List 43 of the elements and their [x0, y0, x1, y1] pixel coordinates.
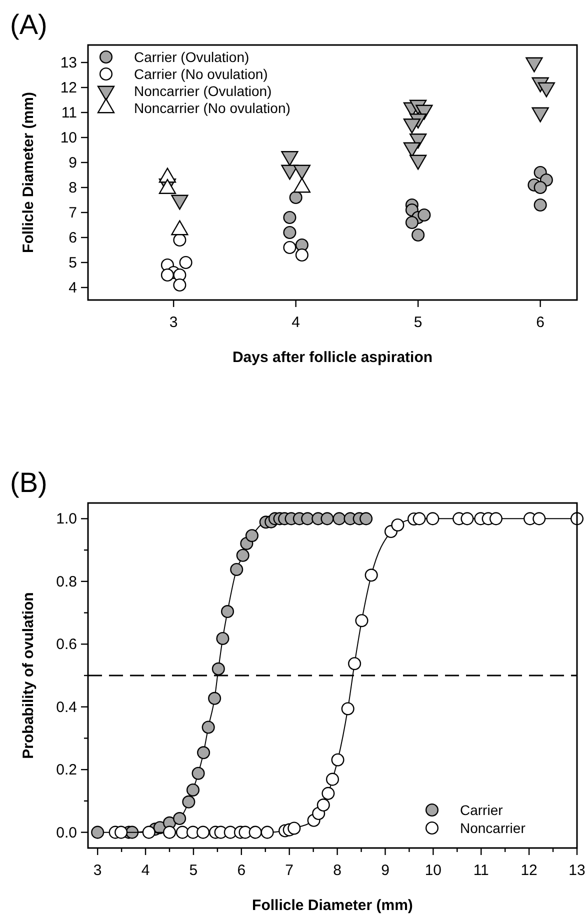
legend-label: Noncarrier (Ovulation) — [134, 83, 272, 99]
chart-title: (B) — [10, 467, 48, 498]
x-tick-label: 11 — [473, 862, 489, 879]
y-axis-title: Probability of ovulation — [20, 592, 37, 759]
x-tick-label: 3 — [169, 314, 178, 331]
legend-label: Carrier (No ovulation) — [134, 66, 268, 82]
y-tick-label: 0.0 — [56, 824, 77, 842]
x-tick-label: 5 — [414, 314, 422, 331]
y-tick-label: 12 — [60, 80, 77, 96]
y-tick-label: 0.4 — [56, 698, 77, 716]
y-tick-label: 0.2 — [56, 762, 77, 779]
legend-label: Carrier (Ovulation) — [134, 49, 250, 65]
legend-label: Noncarrier — [460, 820, 526, 836]
y-tick-label: 6 — [68, 230, 77, 246]
y-tick-label: 11 — [61, 104, 77, 122]
y-tick-label: 8 — [68, 180, 77, 196]
y-tick-label: 9 — [68, 154, 77, 172]
x-axis-title: Follicle Diameter (mm) — [252, 897, 413, 914]
x-tick-label: 8 — [333, 862, 342, 879]
y-tick-label: 10 — [60, 130, 77, 146]
y-tick-label: 7 — [68, 204, 77, 222]
y-tick-label: 4 — [68, 280, 77, 296]
y-axis-title: Follicle Diameter (mm) — [20, 92, 37, 253]
y-tick-label: 0.8 — [56, 573, 77, 590]
x-tick-label: 5 — [189, 862, 198, 879]
x-tick-label: 6 — [237, 862, 246, 879]
x-axis-title: Days after follicle aspiration — [232, 349, 433, 366]
x-tick-label: 4 — [292, 314, 300, 331]
x-tick-label: 13 — [568, 862, 586, 879]
x-tick-label: 10 — [424, 862, 442, 879]
x-tick-label: 4 — [141, 862, 150, 879]
y-tick-label: 1.0 — [56, 510, 77, 528]
x-tick-label: 12 — [520, 862, 538, 879]
legend-label: Carrier — [460, 802, 504, 818]
y-tick-label: 5 — [68, 254, 77, 272]
chart-title: (A) — [10, 9, 48, 40]
x-tick-label: 6 — [536, 314, 544, 331]
y-tick-label: 0.6 — [56, 636, 77, 654]
legend-label: Noncarrier (No ovulation) — [134, 100, 290, 116]
x-tick-label: 9 — [381, 862, 390, 879]
x-tick-label: 7 — [285, 862, 294, 879]
y-tick-label: 13 — [60, 54, 77, 72]
x-tick-label: 3 — [93, 862, 102, 879]
